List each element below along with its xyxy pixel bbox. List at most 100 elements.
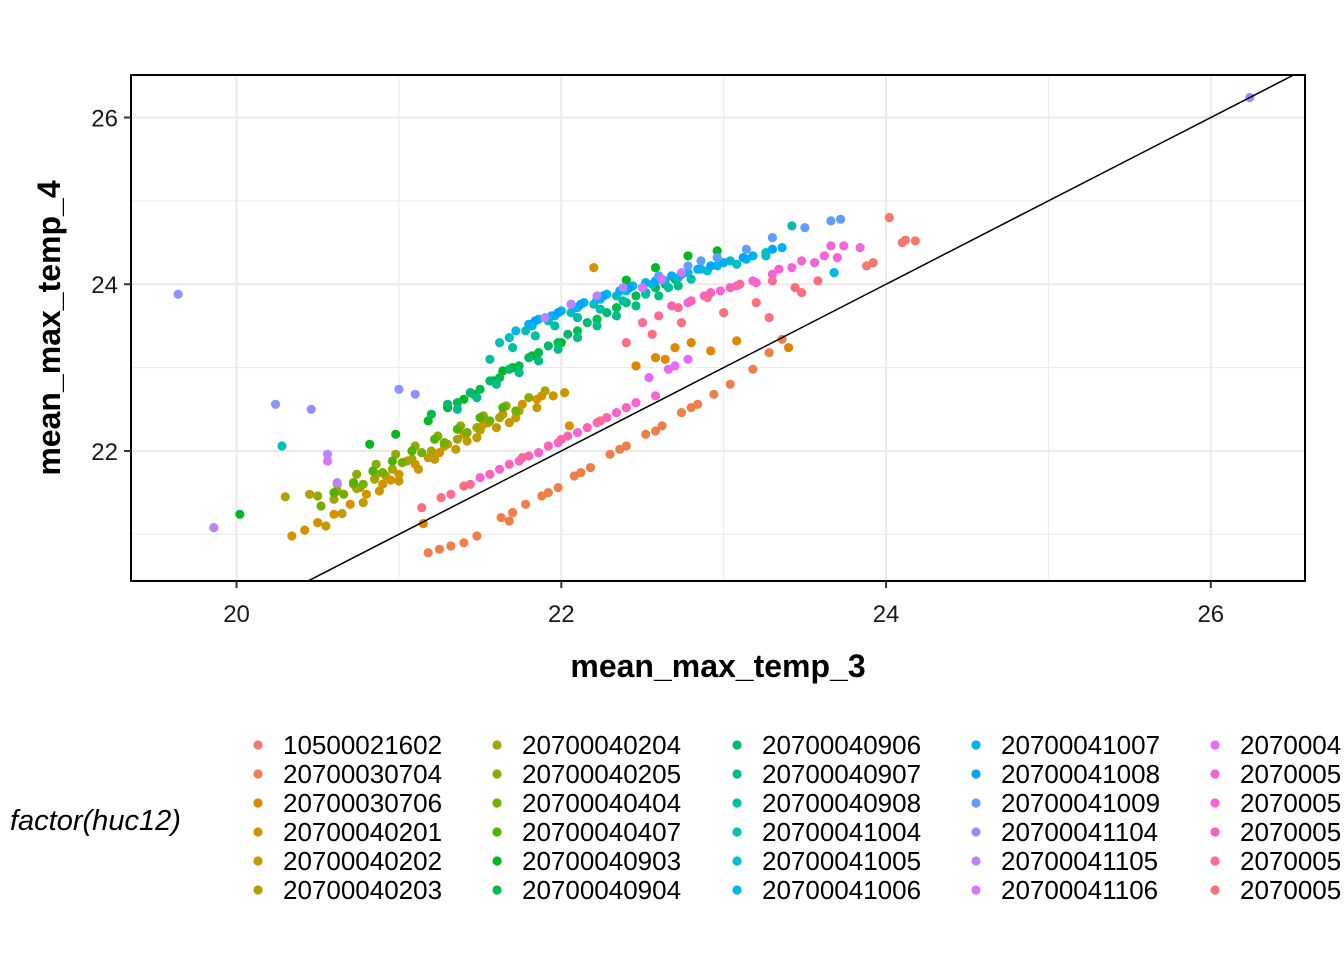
legend-key	[971, 827, 981, 837]
legend-key	[1210, 827, 1220, 837]
data-point	[472, 433, 482, 443]
data-point	[423, 548, 433, 558]
data-point	[332, 478, 342, 488]
data-point	[657, 421, 667, 431]
data-point	[329, 509, 339, 519]
data-point	[576, 468, 586, 478]
data-point	[621, 275, 631, 285]
legend-key	[1210, 885, 1220, 895]
data-point	[313, 491, 323, 501]
data-point	[592, 321, 602, 331]
identity-reference-line	[306, 75, 1296, 581]
data-point	[774, 264, 784, 274]
data-point	[553, 308, 563, 318]
data-point	[459, 481, 469, 491]
data-point	[348, 478, 359, 488]
legend-key	[732, 827, 742, 837]
data-point	[650, 391, 661, 401]
data-point	[387, 464, 397, 474]
data-point	[407, 454, 417, 464]
legend-entry: 20700040904	[492, 875, 681, 905]
data-point	[667, 271, 677, 281]
data-point	[446, 541, 456, 551]
data-point	[504, 459, 514, 469]
data-point	[621, 403, 631, 413]
legend-entry: 20700030706	[253, 788, 442, 818]
data-point	[345, 499, 355, 509]
data-point	[751, 298, 761, 308]
data-point	[540, 313, 550, 323]
y-axis-title: mean_max_temp_4	[31, 180, 67, 475]
data-point	[434, 448, 445, 458]
data-point	[683, 261, 693, 271]
data-point	[532, 403, 542, 413]
legend-label: 20700041005	[762, 846, 921, 876]
data-point	[732, 336, 742, 346]
data-point	[712, 253, 722, 263]
data-point	[709, 389, 719, 399]
data-point	[784, 343, 794, 353]
data-point	[270, 399, 281, 409]
data-point	[897, 238, 907, 248]
data-point	[676, 408, 687, 418]
legend-entry: 20700030704	[253, 759, 442, 789]
data-point	[430, 434, 440, 444]
data-point	[611, 408, 622, 418]
data-point	[644, 373, 654, 383]
data-point	[563, 329, 573, 339]
data-point	[683, 354, 693, 364]
legend-entry: 20700041106	[971, 875, 1158, 905]
data-point	[426, 446, 436, 456]
legend-key	[492, 769, 502, 779]
data-point	[637, 318, 648, 328]
data-point	[534, 448, 544, 458]
data-point	[582, 423, 592, 433]
data-point	[810, 258, 820, 268]
data-point	[706, 261, 716, 271]
data-point	[611, 311, 622, 321]
data-point	[576, 299, 586, 309]
data-point	[764, 313, 774, 323]
data-point	[566, 299, 576, 309]
legend-key	[492, 885, 502, 895]
data-point	[524, 393, 534, 403]
y-tick-label: 22	[91, 439, 118, 466]
data-point	[676, 268, 687, 278]
data-point	[797, 288, 807, 298]
legend-entry: 20700040404	[492, 788, 681, 818]
legend-entry: 10500021602	[253, 730, 442, 760]
data-point	[452, 404, 462, 414]
data-point	[836, 214, 846, 224]
legend-label: 2070005	[1240, 846, 1341, 876]
data-point	[534, 348, 544, 358]
data-point	[650, 353, 661, 363]
data-point	[572, 428, 583, 438]
data-point	[417, 448, 427, 458]
legend-entry: 20700040906	[732, 730, 921, 760]
data-point	[361, 489, 371, 499]
data-point	[553, 338, 563, 348]
plot-panel-border	[130, 74, 1306, 582]
data-point	[306, 404, 316, 414]
data-point	[322, 456, 333, 466]
data-point	[595, 304, 605, 314]
legend-entry: 20700040205	[492, 759, 681, 789]
data-point	[790, 283, 800, 293]
data-point	[532, 394, 542, 404]
data-point	[329, 494, 339, 504]
data-point	[543, 341, 553, 351]
legend-entry: 20700041005	[732, 846, 921, 876]
data-point	[475, 413, 485, 423]
legend-entry: 2070004	[1210, 730, 1341, 760]
legend-entry: 2070005	[1210, 846, 1341, 876]
data-point	[767, 276, 778, 286]
data-point	[368, 466, 378, 476]
legend-label: 20700040903	[522, 846, 681, 876]
data-point	[686, 403, 696, 413]
data-point	[813, 276, 823, 286]
data-point	[637, 283, 648, 293]
data-point	[621, 338, 631, 348]
legend-entry: 20700041008	[971, 759, 1160, 789]
legend-key	[492, 740, 502, 750]
